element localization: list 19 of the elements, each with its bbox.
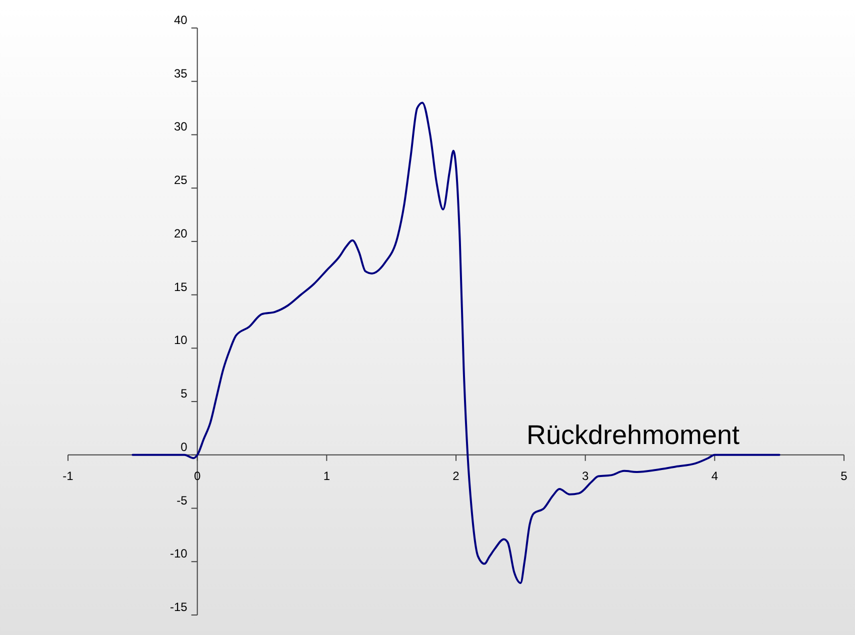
x-tick-label: 4	[711, 468, 718, 483]
text: Rückdrehmoment	[526, 420, 740, 450]
x-tick-label: 2	[452, 468, 460, 483]
y-tick-label: 40	[174, 13, 188, 27]
y-tick-label: 25	[174, 173, 188, 188]
y-tick-label: 15	[174, 280, 188, 294]
y-tick-label: 20	[174, 226, 188, 240]
x-tick-label: 3	[582, 468, 589, 483]
y-tick-label: 10	[174, 333, 188, 348]
y-tick-label: -15	[170, 600, 188, 614]
y-tick-label: 30	[174, 120, 188, 134]
y-tick-label: -5	[176, 493, 188, 508]
y-tick-label: -10	[170, 546, 188, 561]
y-tick-label: 35	[174, 66, 188, 80]
y-tick-label: 0	[180, 440, 188, 454]
x-tick-label: 5	[840, 468, 848, 483]
x-tick-label: -1	[62, 468, 74, 483]
y-tick-label: 5	[180, 386, 188, 401]
x-tick-label: 1	[323, 468, 330, 483]
